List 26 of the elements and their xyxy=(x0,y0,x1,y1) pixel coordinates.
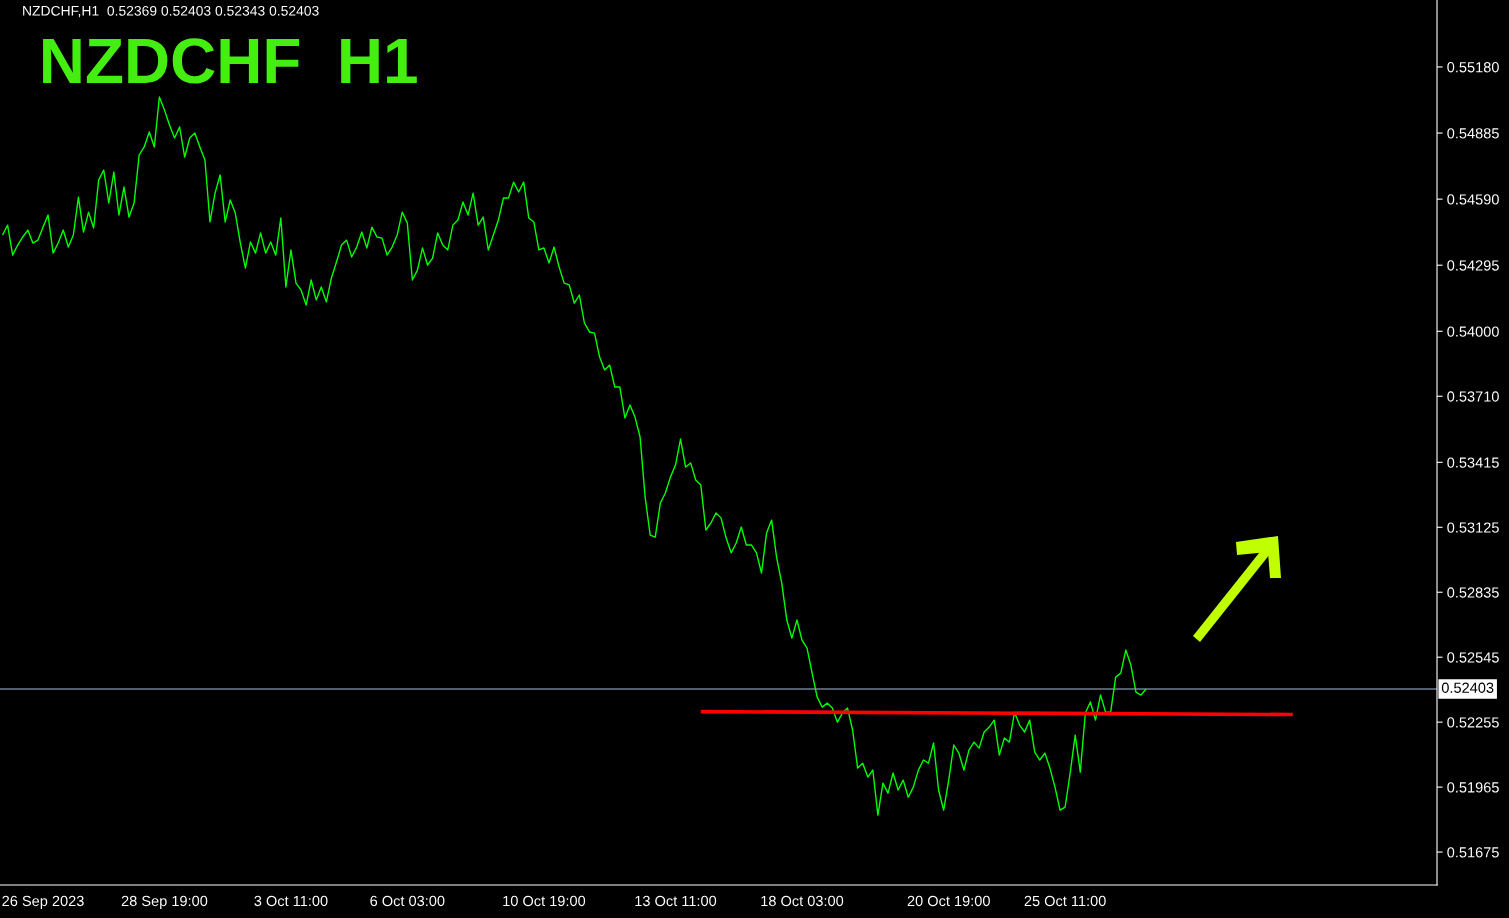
x-tick-label: 6 Oct 03:00 xyxy=(370,895,445,907)
x-tick-label: 20 Oct 19:00 xyxy=(907,895,990,907)
y-tick-label: 0.54295 xyxy=(1447,260,1499,271)
y-tick-label: 0.52255 xyxy=(1447,717,1499,728)
x-tick-label: 18 Oct 03:00 xyxy=(761,895,844,907)
y-tick-label: 0.53125 xyxy=(1447,522,1499,533)
x-tick-label: 28 Sep 19:00 xyxy=(121,895,208,910)
y-tick-label: 0.53415 xyxy=(1447,457,1499,468)
x-tick-label: 3 Oct 11:00 xyxy=(254,895,328,907)
y-tick-label: 0.51965 xyxy=(1447,782,1499,793)
y-tick-label: 0.54000 xyxy=(1447,326,1499,337)
y-tick-label: 0.52835 xyxy=(1447,587,1499,598)
line-series xyxy=(1,96,1147,816)
x-tick-label: 13 Oct 11:00 xyxy=(635,895,717,907)
annotation: NZDCHF,H1 0.52369 0.52403 0.52343 0.52403 xyxy=(23,5,319,18)
y-tick-label: 0.54885 xyxy=(1447,128,1499,139)
y-tick-label: 0.52545 xyxy=(1447,652,1499,663)
ref-line-label: 0.52403 xyxy=(1441,682,1494,693)
y-tick-label: 0.51675 xyxy=(1447,847,1499,858)
chart-title: NZDCHF H1 xyxy=(43,38,417,84)
x-tick-label: 10 Oct 19:00 xyxy=(503,895,586,907)
x-tick-label: 25 Oct 11:00 xyxy=(1024,895,1106,907)
x-tick-label: 26 Sep 2023 xyxy=(2,895,84,910)
y-tick-label: 0.55180 xyxy=(1447,62,1499,73)
y-tick-label: 0.54590 xyxy=(1447,194,1499,205)
y-tick-label: 0.53710 xyxy=(1447,391,1499,402)
